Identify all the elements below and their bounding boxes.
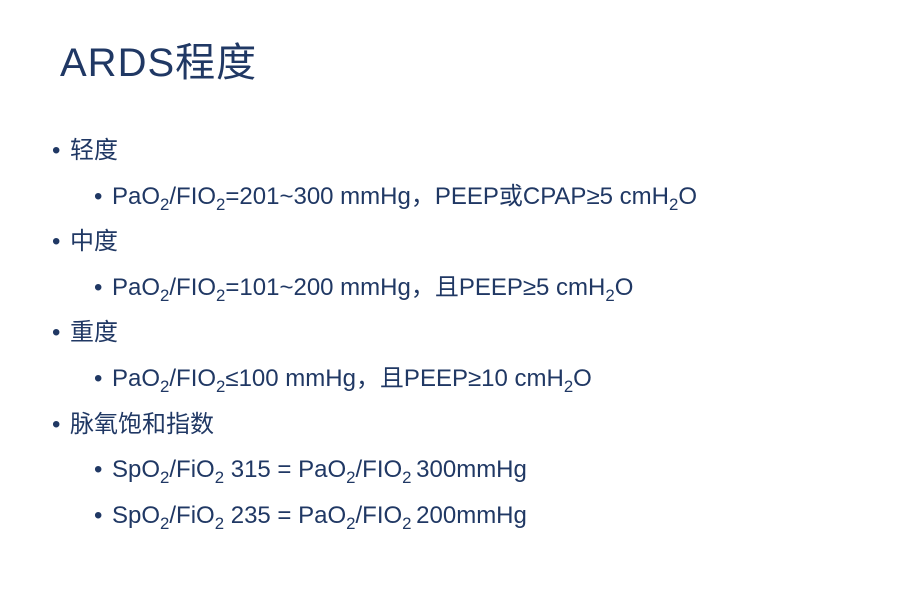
list-item: 重度 PaO2/FIO2≤100 mmHg，且PEEP≥10 cmH2O: [50, 310, 870, 401]
sub-item: PaO2/FIO2=201~300 mmHg，PEEP或CPAP≥5 cmH2O: [92, 174, 870, 220]
sub-item: SpO2/FiO2 235 = PaO2/FIO2 200mmHg: [92, 493, 870, 539]
bullet-list: 轻度 PaO2/FIO2=201~300 mmHg，PEEP或CPAP≥5 cm…: [50, 128, 870, 538]
item-label: 脉氧饱和指数: [70, 411, 214, 438]
item-label: 重度: [70, 319, 118, 346]
sub-item: PaO2/FIO2=101~200 mmHg，且PEEP≥5 cmH2O: [92, 265, 870, 311]
sub-list: PaO2/FIO2≤100 mmHg，且PEEP≥10 cmH2O: [70, 356, 870, 402]
list-item: 轻度 PaO2/FIO2=201~300 mmHg，PEEP或CPAP≥5 cm…: [50, 128, 870, 219]
sub-list: SpO2/FiO2 315 = PaO2/FIO2 300mmHg SpO2/F…: [70, 447, 870, 538]
slide-title: ARDS程度: [60, 30, 870, 88]
sub-list: PaO2/FIO2=201~300 mmHg，PEEP或CPAP≥5 cmH2O: [70, 174, 870, 220]
slide: ARDS程度 轻度 PaO2/FIO2=201~300 mmHg，PEEP或CP…: [0, 0, 920, 614]
sub-item: SpO2/FiO2 315 = PaO2/FIO2 300mmHg: [92, 447, 870, 493]
sub-list: PaO2/FIO2=101~200 mmHg，且PEEP≥5 cmH2O: [70, 265, 870, 311]
sub-item: PaO2/FIO2≤100 mmHg，且PEEP≥10 cmH2O: [92, 356, 870, 402]
item-label: 轻度: [70, 137, 118, 164]
list-item: 中度 PaO2/FIO2=101~200 mmHg，且PEEP≥5 cmH2O: [50, 219, 870, 310]
list-item: 脉氧饱和指数 SpO2/FiO2 315 = PaO2/FIO2 300mmHg…: [50, 402, 870, 539]
item-label: 中度: [70, 228, 118, 255]
